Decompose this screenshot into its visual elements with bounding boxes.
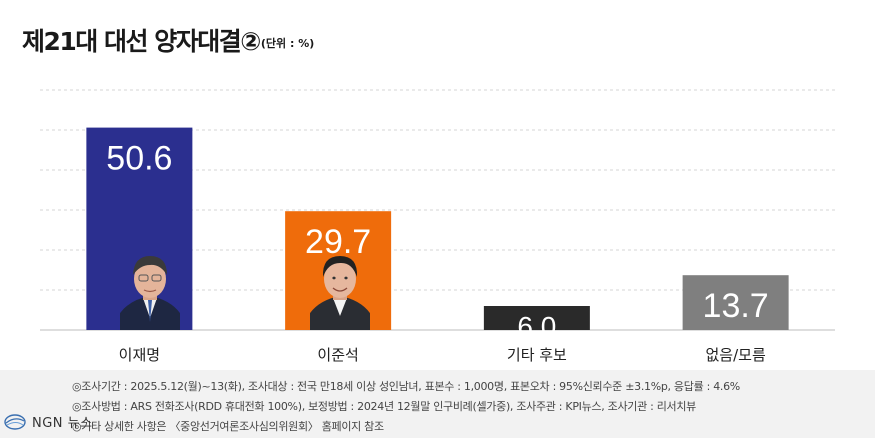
category-label-3: 기타 후보 (507, 346, 567, 364)
bars (86, 127, 789, 330)
note-survey-method: ◎조사방법 : ARS 전화조사(RDD 휴대전화 100%), 보정방법 : … (72, 400, 696, 413)
bar-4 (682, 275, 789, 330)
title-text: 제21대 대선 양자대결② (22, 27, 261, 56)
bar-1 (86, 127, 193, 330)
chart-title: 제21대 대선 양자대결②(단위 : %) (22, 22, 314, 58)
value-label-3: 6.0 (517, 311, 556, 342)
bar-3 (483, 306, 590, 330)
value-label-2: 29.7 (305, 223, 371, 261)
footer-notes: ◎조사기간 : 2025.5.12(월)~13(화), 조사대상 : 전국 만1… (0, 370, 875, 438)
candidate-photo-lee-jaemyung (120, 256, 180, 330)
value-labels: 50.6 29.7 6.0 13.7 (106, 140, 768, 342)
note-survey-period: ◎조사기간 : 2025.5.12(월)~13(화), 조사대상 : 전국 만1… (72, 380, 740, 393)
category-label-1: 이재명 (119, 346, 160, 364)
value-label-4: 13.7 (703, 287, 769, 325)
logo-text: NGN 뉴스 (32, 416, 93, 431)
value-label-1: 50.6 (106, 140, 172, 178)
candidate-photo-lee-junseok (310, 256, 370, 330)
bar-chart: 50.6 29.7 6.0 13.7 이재명 이준석 기타 후보 없음/모름 (40, 89, 835, 364)
ngn-logo: NGN 뉴스 (4, 412, 93, 431)
unit-label: (단위 : %) (260, 37, 315, 50)
globe-logo-icon (4, 413, 26, 430)
candidate-photos (120, 256, 370, 330)
category-label-2: 이준석 (317, 346, 358, 364)
category-labels: 이재명 이준석 기타 후보 없음/모름 (119, 346, 766, 364)
category-label-4: 없음/모름 (705, 346, 765, 364)
note-reference: ◎기타 상세한 사항은 〈중앙선거여론조사심의위원회〉 홈페이지 참조 (72, 420, 384, 433)
